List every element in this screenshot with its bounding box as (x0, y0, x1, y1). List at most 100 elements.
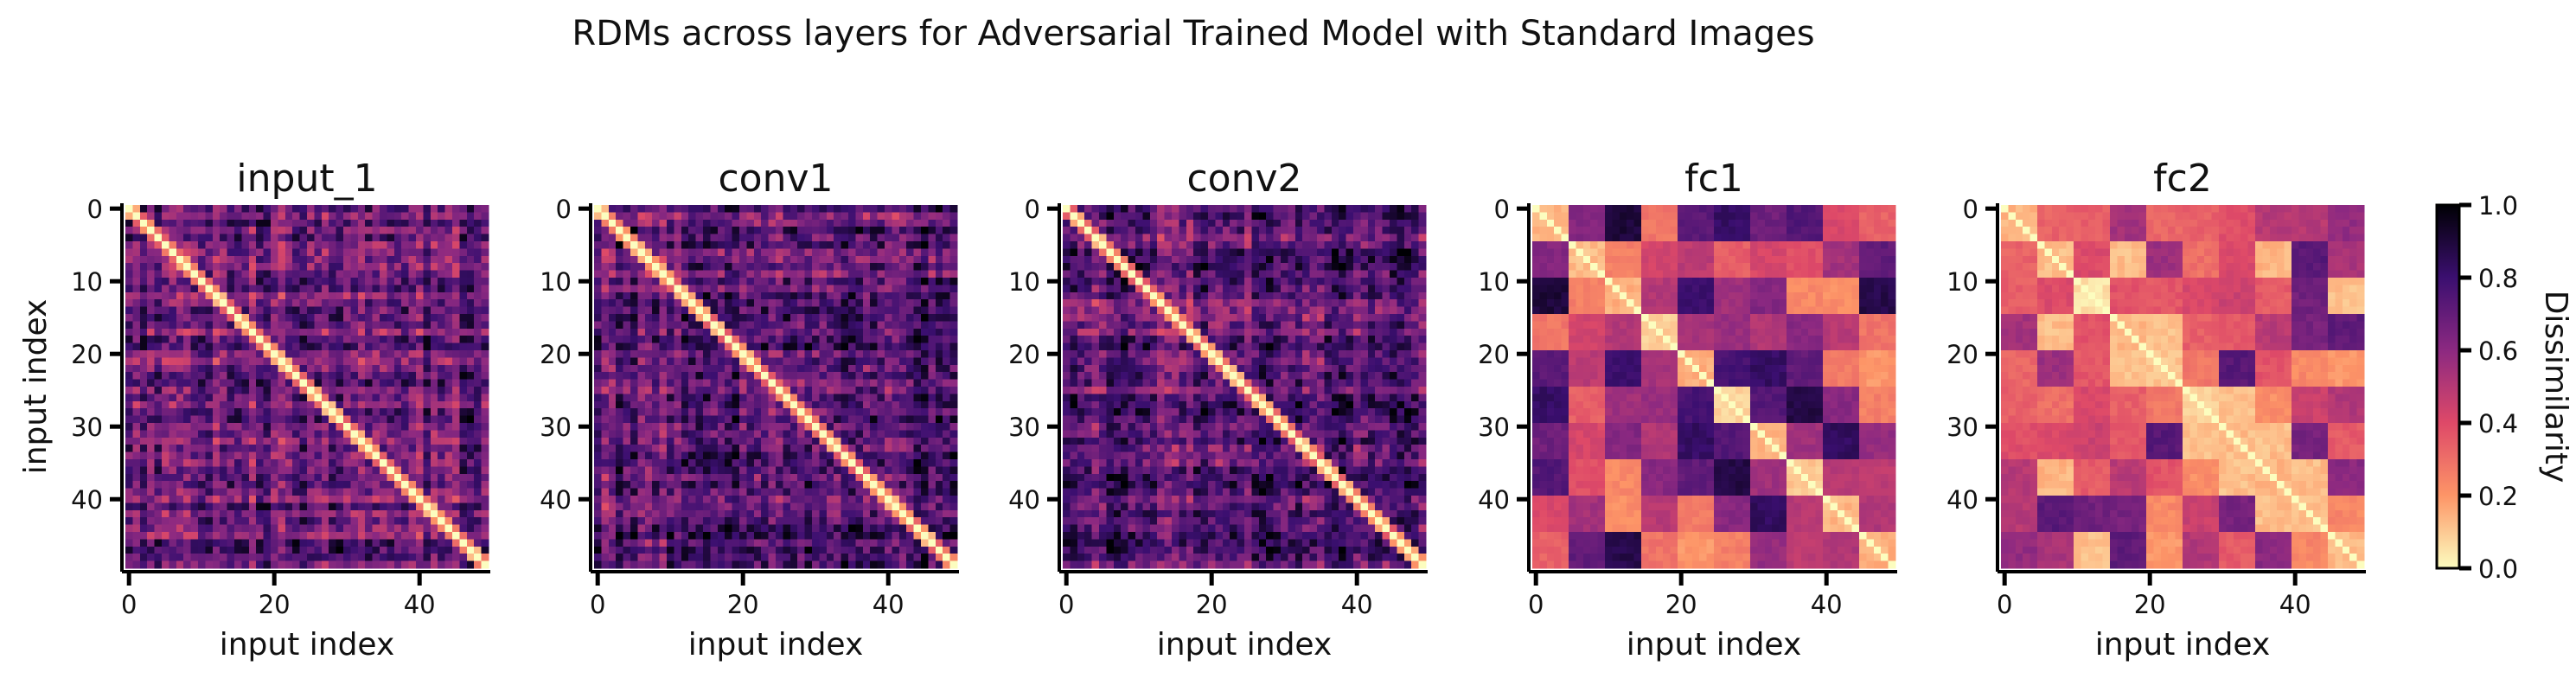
heatmap-cell (372, 314, 380, 322)
heatmap-cell (898, 524, 907, 533)
heatmap-cell (263, 532, 272, 540)
heatmap-cell (147, 278, 156, 285)
heatmap-cell (284, 321, 293, 330)
heatmap-cell (623, 415, 631, 424)
heatmap-cell (644, 509, 653, 518)
heatmap-cell (154, 509, 163, 518)
heatmap-cell (812, 532, 820, 540)
heatmap-cell (885, 532, 892, 540)
heatmap-cell (928, 248, 936, 257)
heatmap-cell (212, 394, 221, 402)
heatmap-cell (365, 328, 374, 336)
heatmap-cell (380, 459, 387, 467)
heatmap-cell (623, 291, 631, 300)
heatmap-cell (284, 524, 293, 533)
heatmap-cell (380, 517, 387, 526)
heatmap-cell (644, 560, 653, 569)
heatmap-cell (797, 524, 806, 533)
heatmap-cell (841, 285, 849, 293)
heatmap-cell (169, 517, 177, 526)
heatmap-cell (928, 387, 936, 394)
heatmap-cell (601, 532, 610, 540)
heatmap-cell (256, 285, 265, 293)
heatmap-cell (616, 488, 624, 496)
heatmap-cell (601, 314, 610, 322)
heatmap-cell (877, 524, 885, 533)
heatmap-cell (227, 466, 235, 475)
heatmap-cell (797, 205, 806, 213)
heatmap-cell (393, 291, 402, 300)
heatmap-cell (212, 496, 221, 503)
heatmap-cell (717, 285, 725, 293)
heatmap-cell (357, 306, 366, 315)
heatmap-cell (241, 503, 250, 511)
heatmap-cell (183, 291, 192, 300)
heatmap-cell (710, 241, 719, 249)
heatmap-cell (314, 270, 323, 278)
heatmap-cell (408, 205, 417, 213)
heatmap-cell (935, 473, 943, 482)
heatmap-cell (862, 473, 871, 482)
heatmap-cell (401, 255, 410, 264)
heatmap-cell (314, 314, 323, 322)
heatmap-cell (783, 314, 791, 322)
heatmap-cell (906, 328, 915, 336)
heatmap-cell (674, 219, 682, 227)
heatmap-cell (935, 205, 943, 213)
heatmap-cell (688, 451, 697, 460)
heatmap-cell (220, 291, 228, 300)
heatmap-cell (314, 379, 323, 387)
heatmap-cell (921, 299, 929, 308)
heatmap-cell (227, 503, 235, 511)
heatmap-cell (898, 430, 907, 439)
heatmap-cell (789, 291, 798, 300)
heatmap-cell (314, 306, 323, 315)
heatmap-cell (892, 473, 900, 482)
heatmap-cell (307, 481, 315, 490)
heatmap-cell (474, 451, 483, 460)
heatmap-cell (768, 503, 777, 511)
heatmap-cell (452, 299, 460, 308)
heatmap-cell (862, 350, 871, 358)
heatmap-cell (408, 496, 417, 503)
heatmap-cell (154, 291, 163, 300)
heatmap-cell (357, 342, 366, 351)
heatmap-cell (205, 314, 214, 322)
heatmap-cell (644, 532, 653, 540)
heatmap-cell (943, 336, 951, 344)
heatmap-cell (768, 212, 777, 221)
heatmap-cell (644, 321, 653, 330)
heatmap-cell (220, 400, 228, 409)
heatmap-cell (139, 270, 148, 278)
heatmap-cell (826, 205, 834, 213)
heatmap-cell (365, 451, 374, 460)
heatmap-cell (452, 481, 460, 490)
heatmap-cell (601, 503, 610, 511)
heatmap-cell (710, 481, 719, 490)
heatmap-cell (466, 539, 475, 547)
heatmap-cell (329, 241, 337, 249)
heatmap-cell (746, 473, 755, 482)
heatmap-cell (753, 255, 762, 264)
heatmap-cell (667, 205, 674, 213)
heatmap-cell (935, 350, 943, 358)
heatmap-cell (797, 350, 806, 358)
heatmap-cell (892, 445, 900, 453)
heatmap-cell (644, 473, 653, 482)
heatmap-cell (725, 400, 733, 409)
heatmap-cell (616, 234, 624, 242)
heatmap-cell (739, 285, 747, 293)
heatmap-cell (913, 466, 922, 475)
heatmap-cell (703, 400, 711, 409)
heatmap-cell (848, 546, 856, 554)
heatmap-cell (357, 219, 366, 227)
heatmap-cell (725, 539, 733, 547)
heatmap-cell (248, 372, 257, 381)
heatmap-cell (147, 400, 156, 409)
heatmap-cell (710, 524, 719, 533)
heatmap-cell (336, 459, 344, 467)
heatmap-cell (132, 509, 141, 518)
heatmap-cell (870, 285, 879, 293)
heatmap-cell (826, 445, 834, 453)
heatmap-cell (481, 430, 489, 439)
